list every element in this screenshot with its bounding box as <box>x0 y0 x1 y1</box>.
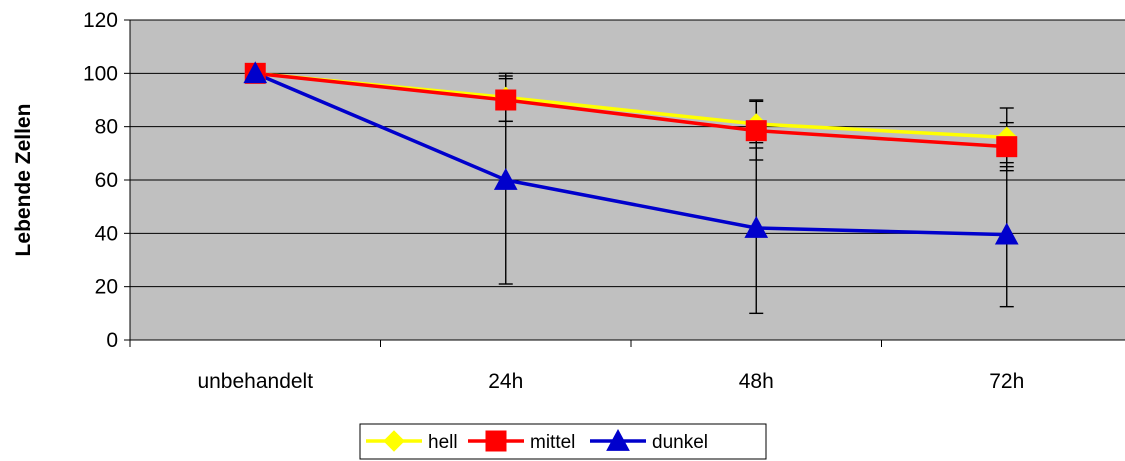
legend-box <box>359 423 767 460</box>
legend-label-hell: hell <box>428 432 458 453</box>
y-tick-label: 60 <box>95 169 118 192</box>
y-tick-label: 120 <box>83 9 118 32</box>
y-tick-label: 20 <box>95 276 118 299</box>
data-point-mittel <box>495 89 517 111</box>
y-tick-label: 0 <box>106 329 118 352</box>
series-line-mittel <box>255 71 1007 149</box>
x-tick-label: 24h <box>488 370 523 393</box>
gridlines <box>130 19 1125 288</box>
data-point-dunkel <box>493 167 518 190</box>
data-point-dunkel <box>243 61 268 84</box>
y-tick-label: 100 <box>83 62 118 85</box>
data-point-mittel <box>996 136 1018 158</box>
series-line-dunkel <box>254 71 1007 237</box>
y-tick-label: 80 <box>95 116 118 139</box>
data-point-dunkel <box>744 215 769 238</box>
legend-marker-mittel <box>485 430 507 452</box>
x-tick-label: 72h <box>989 370 1024 393</box>
y-tick-labels: 0 20 40 60 80 100 120 <box>83 9 118 352</box>
legend-label-mittel: mittel <box>530 432 575 453</box>
data-point-mittel <box>745 120 767 142</box>
legend-marker-dunkel <box>606 428 630 451</box>
x-tick-label: 48h <box>739 370 774 393</box>
series-markers <box>243 61 1019 245</box>
legend-label-dunkel: dunkel <box>652 432 708 453</box>
x-tick-label: unbehandelt <box>197 370 313 393</box>
legend: hell mittel dunkel <box>359 423 767 460</box>
series-lines <box>254 71 1007 237</box>
data-point-dunkel <box>994 222 1019 245</box>
legend-marker-hell <box>383 430 405 452</box>
axes <box>124 19 1125 347</box>
y-tick-label: 40 <box>95 222 118 245</box>
x-tick-labels: unbehandelt 24h 48h 72h <box>197 370 1024 393</box>
y-axis-title: Lebende Zellen <box>12 104 35 257</box>
